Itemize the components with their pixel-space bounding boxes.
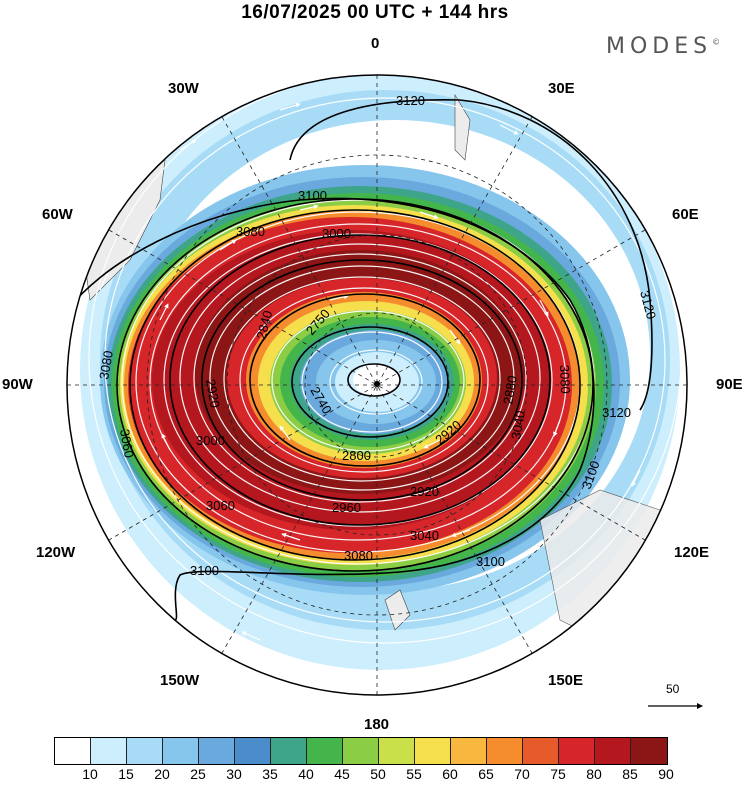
colorbar-tick-label: 80	[586, 766, 602, 782]
lon-label-180: 180	[364, 716, 390, 733]
contour-label: 2880	[500, 374, 520, 405]
map-title: 16/07/2025 00 UTC + 144 hrs	[241, 2, 509, 23]
colorbar-swatch	[307, 738, 343, 764]
colorbar-tick-label: 15	[118, 766, 134, 782]
contour-label: 2800	[342, 448, 371, 463]
colorbar-tick-label: 25	[190, 766, 206, 782]
colorbar-swatch	[415, 738, 451, 764]
contour-label: 3040	[508, 409, 528, 440]
colorbar-swatch	[271, 738, 307, 764]
colorbar-swatch	[559, 738, 595, 764]
colorbar-swatch	[379, 738, 415, 764]
colorbar-swatch	[487, 738, 523, 764]
pole-marker	[374, 381, 380, 387]
colorbar	[54, 737, 668, 765]
brand-mark: ©	[712, 37, 721, 47]
contour-label: 3100	[190, 563, 219, 578]
contour-label: 3080	[344, 548, 373, 563]
lon-label-90w: 90W	[2, 376, 33, 393]
colorbar-swatch	[451, 738, 487, 764]
wind-scale-arrow	[648, 703, 703, 709]
colorbar-tick-label: 70	[514, 766, 530, 782]
lon-label-150w: 150W	[160, 672, 200, 689]
contour-label: 2960	[332, 500, 361, 515]
colorbar-swatch	[631, 738, 667, 764]
colorbar-swatch	[199, 738, 235, 764]
colorbar-labels: 10 15 20 25 30 35 40 45 50 55 60 65 70 75 80 85 90	[54, 766, 694, 782]
contour-label: 3100	[298, 188, 327, 203]
lon-label-120w: 120W	[36, 544, 76, 561]
colorbar-tick-label: 40	[298, 766, 314, 782]
colorbar-swatch	[595, 738, 631, 764]
colorbar-tick-label: 60	[442, 766, 458, 782]
lon-label-150e: 150E	[548, 672, 584, 689]
contour-label: 3000	[196, 433, 225, 448]
colorbar-tick-label: 35	[262, 766, 278, 782]
colorbar-tick-label: 65	[478, 766, 494, 782]
wind-scale-label: 50	[666, 682, 680, 696]
contour-label: 3000	[322, 226, 351, 241]
contour-label: 2920	[410, 484, 439, 499]
contour-label: 3120	[396, 93, 425, 108]
map-boundary	[66, 74, 688, 696]
colorbar-swatch	[523, 738, 559, 764]
new-zealand-land	[384, 589, 411, 631]
colorbar-swatch	[127, 738, 163, 764]
colorbar-swatch	[55, 738, 91, 764]
contour-label: 3120	[637, 289, 659, 321]
colorbar-swatch	[163, 738, 199, 764]
contour-label: 3040	[410, 528, 439, 543]
contour-label: 3060	[117, 428, 137, 459]
contour-label: 3080	[236, 224, 265, 239]
lon-label-90e: 90E	[716, 376, 743, 393]
lon-label-60e: 60E	[672, 206, 699, 223]
colorbar-tick-label: 20	[154, 766, 170, 782]
colorbar-tick-label: 45	[334, 766, 350, 782]
colorbar-tick-label: 55	[406, 766, 422, 782]
lon-label-0: 0	[371, 35, 380, 52]
colorbar-tick-label: 75	[550, 766, 566, 782]
colorbar-tick-label: 90	[658, 766, 674, 782]
lon-label-60w: 60W	[42, 206, 73, 223]
colorbar-swatch	[235, 738, 271, 764]
wind-scale: 50	[646, 682, 706, 712]
contour-label: 3060	[206, 498, 235, 513]
contour-label-group: 3120 3120 3120 3100 3100 3100 3100 3080 …	[96, 93, 659, 578]
brand-logo: MODES©	[606, 34, 720, 59]
colorbar-tick-label: 10	[82, 766, 98, 782]
contour-label: 3080	[96, 349, 116, 380]
colorbar-swatch	[91, 738, 127, 764]
colorbar-swatch	[343, 738, 379, 764]
contour-label: 2840	[253, 309, 275, 341]
graticule	[67, 75, 687, 695]
streamlines	[88, 75, 682, 644]
colorbar-tick-label: 50	[370, 766, 386, 782]
brand-name: MODES	[606, 34, 713, 59]
lon-label-30w: 30W	[168, 80, 199, 97]
contour-label: 2920	[203, 378, 223, 409]
colorbar-tick-label: 85	[622, 766, 638, 782]
contour-label: 3080	[557, 365, 573, 394]
lon-label-120e: 120E	[674, 544, 710, 561]
africa-land	[454, 93, 471, 161]
contour-label: 3100	[476, 554, 505, 569]
colorbar-tick-label: 30	[226, 766, 242, 782]
lon-label-30e: 30E	[548, 80, 575, 97]
contour-label: 3120	[602, 405, 631, 420]
